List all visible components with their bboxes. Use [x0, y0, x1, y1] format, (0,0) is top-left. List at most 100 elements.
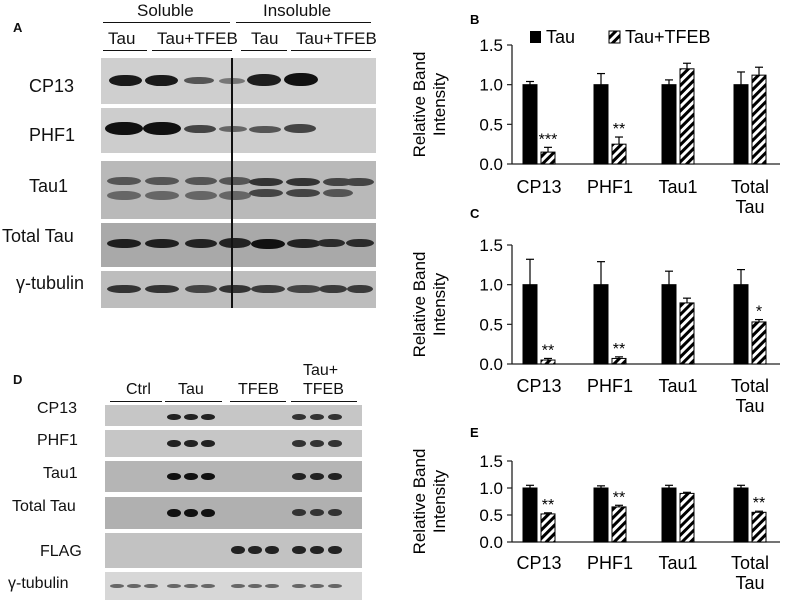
chart-b-bar-tau-0 [522, 84, 538, 165]
chart-c-category-label-2: Tau1 [658, 376, 697, 396]
chart-c-bar-tau-2 [661, 284, 677, 365]
chart-b-category-label-1: PHF1 [587, 177, 633, 197]
chart-c-bar-tau-3 [733, 284, 749, 365]
chart-b-bar-tautfeb-2 [679, 68, 695, 165]
blot-a-divider [231, 58, 233, 308]
legend-label-tautfeb: Tau+TFEB [625, 27, 711, 47]
row-label-totaltau-d: Total Tau [12, 498, 76, 515]
insoluble-underline [236, 22, 371, 23]
western-blot-a [101, 58, 376, 308]
chart-c-bar-tautfeb-3 [751, 321, 767, 365]
chart-e-ytick-label: 0.0 [479, 533, 503, 552]
soluble-underline [103, 22, 230, 23]
chart-c-significance-0: ** [542, 342, 554, 359]
chart-e-bar-tautfeb-3 [751, 511, 767, 543]
d-label-tau: Tau [178, 381, 204, 398]
western-blot-d [105, 405, 362, 600]
chart-e-category-label-0: CP13 [516, 553, 561, 573]
row-label-flag-d: FLAG [40, 543, 82, 560]
chart-c-bar-tau-1 [593, 284, 609, 365]
chart-e-bar-tau-2 [661, 487, 677, 543]
blot-d-totaltau-strip [105, 497, 362, 529]
chart-c-bar-tautfeb-0 [540, 359, 556, 365]
blot-a-gtubulin-strip [101, 271, 376, 308]
blot-d-phf1-strip [105, 430, 362, 457]
chart-e-category-label-1: PHF1 [587, 553, 633, 573]
chart-c-bar-tautfeb-2 [679, 302, 695, 365]
tautfeb-soluble-underline [152, 50, 232, 51]
chart-b-category-label-0: CP13 [516, 177, 561, 197]
chart-b-category-label-3: Total [731, 177, 769, 197]
d-underline-tautfeb [291, 401, 357, 402]
d-label-tauplus: Tau+ [303, 362, 339, 379]
chart-e-significance-1: ** [613, 489, 625, 506]
chart-b-bar-tautfeb-1 [611, 143, 627, 165]
row-label-cp13-a: CP13 [29, 76, 75, 96]
d-label-tfeb: TFEB [238, 381, 279, 398]
chart-e-category-label-3-line2: Tau [735, 573, 764, 593]
d-underline-tau [165, 401, 222, 402]
blot-a-totaltau-strip [101, 223, 376, 267]
d-underline-ctrl [110, 401, 162, 402]
chart-c-category-label-3: Total [731, 376, 769, 396]
blot-d-tau1-strip [105, 461, 362, 492]
blot-a-phf1-strip [101, 108, 376, 153]
chart-e-significance-3: ** [753, 495, 765, 512]
panel-a-letter: A [13, 20, 23, 35]
chart-b-bar-tau-1 [593, 84, 609, 165]
chart-c-bar-tautfeb-1 [611, 357, 627, 365]
tau-insoluble-underline [241, 50, 287, 51]
blot-a-tau1-strip [101, 161, 376, 219]
chart-e-ylabel-line2: Intensity [430, 469, 449, 533]
chart-b-bar-tau-2 [661, 84, 677, 165]
condition-label-tautfeb-insoluble: Tau+TFEB [296, 29, 377, 48]
chart-c-significance-3: * [756, 304, 762, 321]
chart-c-category-label-3-line2: Tau [735, 396, 764, 416]
blot-d-cp13-strip [105, 405, 362, 426]
chart-e-category-label-2: Tau1 [658, 553, 697, 573]
d-underline-tfeb [230, 401, 286, 402]
chart-e-bar-tau-1 [593, 487, 609, 543]
condition-label-tau-insoluble: Tau [251, 29, 279, 48]
row-label-cp13-d: CP13 [37, 400, 78, 417]
chart-b-panel-letter: B [470, 12, 479, 27]
row-label-tau1-a: Tau1 [29, 176, 69, 196]
blot-a-cp13-strip [101, 58, 376, 104]
chart-b-ylabel-line2: Intensity [430, 72, 449, 136]
chart-e-ytick-label: 1.5 [479, 452, 503, 471]
chart-c-category-label-0: CP13 [516, 376, 561, 396]
chart-e-category-label-3: Total [731, 553, 769, 573]
chart-e-ylabel-line1: Relative Band [410, 449, 429, 555]
chart-e-bar-tautfeb-2 [679, 492, 695, 543]
chart-b-ytick-label: 0.0 [479, 155, 503, 174]
d-label-ctrl: Ctrl [126, 381, 151, 398]
chart-e-ytick-label: 1.0 [479, 479, 503, 498]
chart-c-ytick-label: 1.0 [479, 276, 503, 295]
chart-b-ytick-label: 1.5 [479, 36, 503, 55]
chart-e-bar-tautfeb-1 [611, 506, 627, 543]
group-label-insoluble: Insoluble [263, 1, 332, 20]
chart-c-panel-letter: C [470, 206, 480, 221]
chart-b-category-label-3-line2: Tau [735, 197, 764, 217]
chart-e-bar-tau-0 [522, 487, 538, 543]
row-label-totaltau-a: Total Tau [2, 226, 74, 246]
chart-c-ylabel-line2: Intensity [430, 272, 449, 336]
group-label-soluble: Soluble [137, 1, 194, 20]
blot-d-gtubulin-strip [105, 572, 362, 600]
chart-b-category-label-2: Tau1 [658, 177, 697, 197]
chart-c-category-label-1: PHF1 [587, 376, 633, 396]
chart-b-ytick-label: 0.5 [479, 115, 503, 134]
chart-b-bar-tautfeb-3 [751, 74, 767, 165]
chart-b-significance-0: *** [539, 131, 558, 148]
chart-c-ylabel-line1: Relative Band [410, 252, 429, 358]
chart-b-bar-tau-3 [733, 84, 749, 165]
chart-b-significance-1: ** [613, 121, 625, 138]
d-label-tfeb-combo: TFEB [303, 381, 344, 398]
chart-c-ytick-label: 0.5 [479, 315, 503, 334]
row-label-gtubulin-d: γ-tubulin [8, 575, 69, 592]
blot-d-flag-strip [105, 533, 362, 568]
row-label-tau1-d: Tau1 [43, 465, 78, 482]
chart-b-ytick-label: 1.0 [479, 76, 503, 95]
tau-soluble-underline [103, 50, 147, 51]
